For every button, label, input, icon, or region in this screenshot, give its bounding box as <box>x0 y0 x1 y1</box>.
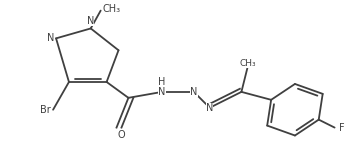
Text: N: N <box>87 16 94 27</box>
Text: F: F <box>339 123 344 133</box>
Text: Br: Br <box>40 105 51 115</box>
Text: O: O <box>118 130 125 140</box>
Text: N: N <box>158 87 166 97</box>
Text: N: N <box>206 103 213 113</box>
Text: CH₃: CH₃ <box>239 59 256 68</box>
Text: CH₃: CH₃ <box>102 4 121 14</box>
Text: N: N <box>190 87 198 97</box>
Text: H: H <box>158 77 166 87</box>
Text: N: N <box>47 33 54 43</box>
